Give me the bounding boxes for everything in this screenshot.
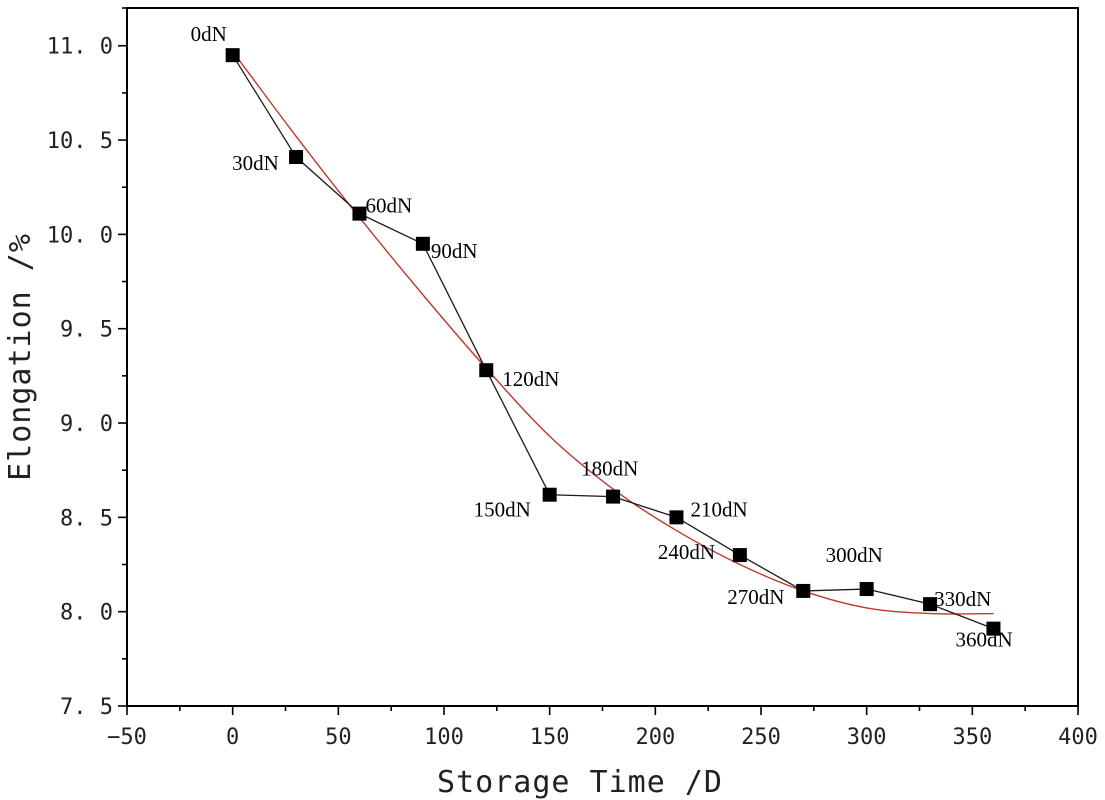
data-point-marker [732, 548, 747, 563]
y-axis-title: Elongation /% [3, 233, 38, 481]
point-labels: 0dN 30dN 60dN 90dN 120dN 150dN 180dN 210dN 240dN… [191, 22, 1013, 651]
x-tick-label: 0 [226, 725, 239, 750]
y-tick-label: 8. 5 [60, 506, 113, 531]
data-point-marker [606, 489, 621, 504]
data-point-marker [796, 583, 811, 598]
x-tick-label: 300 [847, 725, 887, 750]
fit-curve [232, 50, 994, 615]
x-tick-label: 100 [424, 725, 464, 750]
data-point-marker [859, 582, 874, 597]
data-point-marker [542, 487, 557, 502]
x-tick-label: 50 [325, 725, 352, 750]
x-tick-label: 250 [741, 725, 781, 750]
y-tick-label: 10. 5 [47, 129, 113, 154]
point-label: 240dN [658, 540, 715, 564]
x-tick-label: 200 [635, 725, 675, 750]
point-label: 300dN [826, 543, 883, 567]
point-label: 60dN [365, 194, 412, 218]
y-tick-label: 11. 0 [47, 35, 113, 60]
point-label: 180dN [581, 457, 638, 481]
point-label: 330dN [934, 587, 991, 611]
point-label: 30dN [232, 151, 279, 175]
x-tick-label: −50 [107, 725, 147, 750]
data-point-marker [479, 363, 494, 378]
data-point-marker [352, 206, 367, 221]
data-point-marker [415, 236, 430, 251]
axis-ticks: −50 0 50 100 150 200 250 300 350 400 7. 5 8. 0 8. 5 9… [47, 7, 1098, 750]
point-label: 270dN [727, 585, 784, 609]
point-label: 120dN [502, 367, 559, 391]
point-label: 360dN [955, 628, 1012, 652]
y-tick-label: 9. 0 [60, 412, 113, 437]
point-label: 0dN [191, 22, 227, 46]
data-point-marker [225, 48, 240, 63]
y-tick-label: 10. 0 [47, 223, 113, 248]
data-markers [225, 48, 1001, 636]
fit-curve-layer [232, 50, 994, 615]
x-tick-label: 400 [1058, 725, 1098, 750]
data-point-marker [289, 150, 304, 165]
x-tick-label: 150 [530, 725, 570, 750]
point-label: 150dN [474, 498, 531, 522]
y-tick-label: 9. 5 [60, 318, 113, 343]
data-point-marker [669, 510, 684, 525]
data-point-marker [986, 621, 1001, 636]
x-axis-title: Storage Time /D [437, 765, 723, 800]
y-tick-label: 7. 5 [60, 695, 113, 720]
x-tick-label: 350 [952, 725, 992, 750]
y-tick-label: 8. 0 [60, 601, 113, 626]
point-label: 90dN [431, 239, 478, 263]
data-point-marker [923, 597, 938, 612]
point-label: 210dN [690, 497, 747, 521]
